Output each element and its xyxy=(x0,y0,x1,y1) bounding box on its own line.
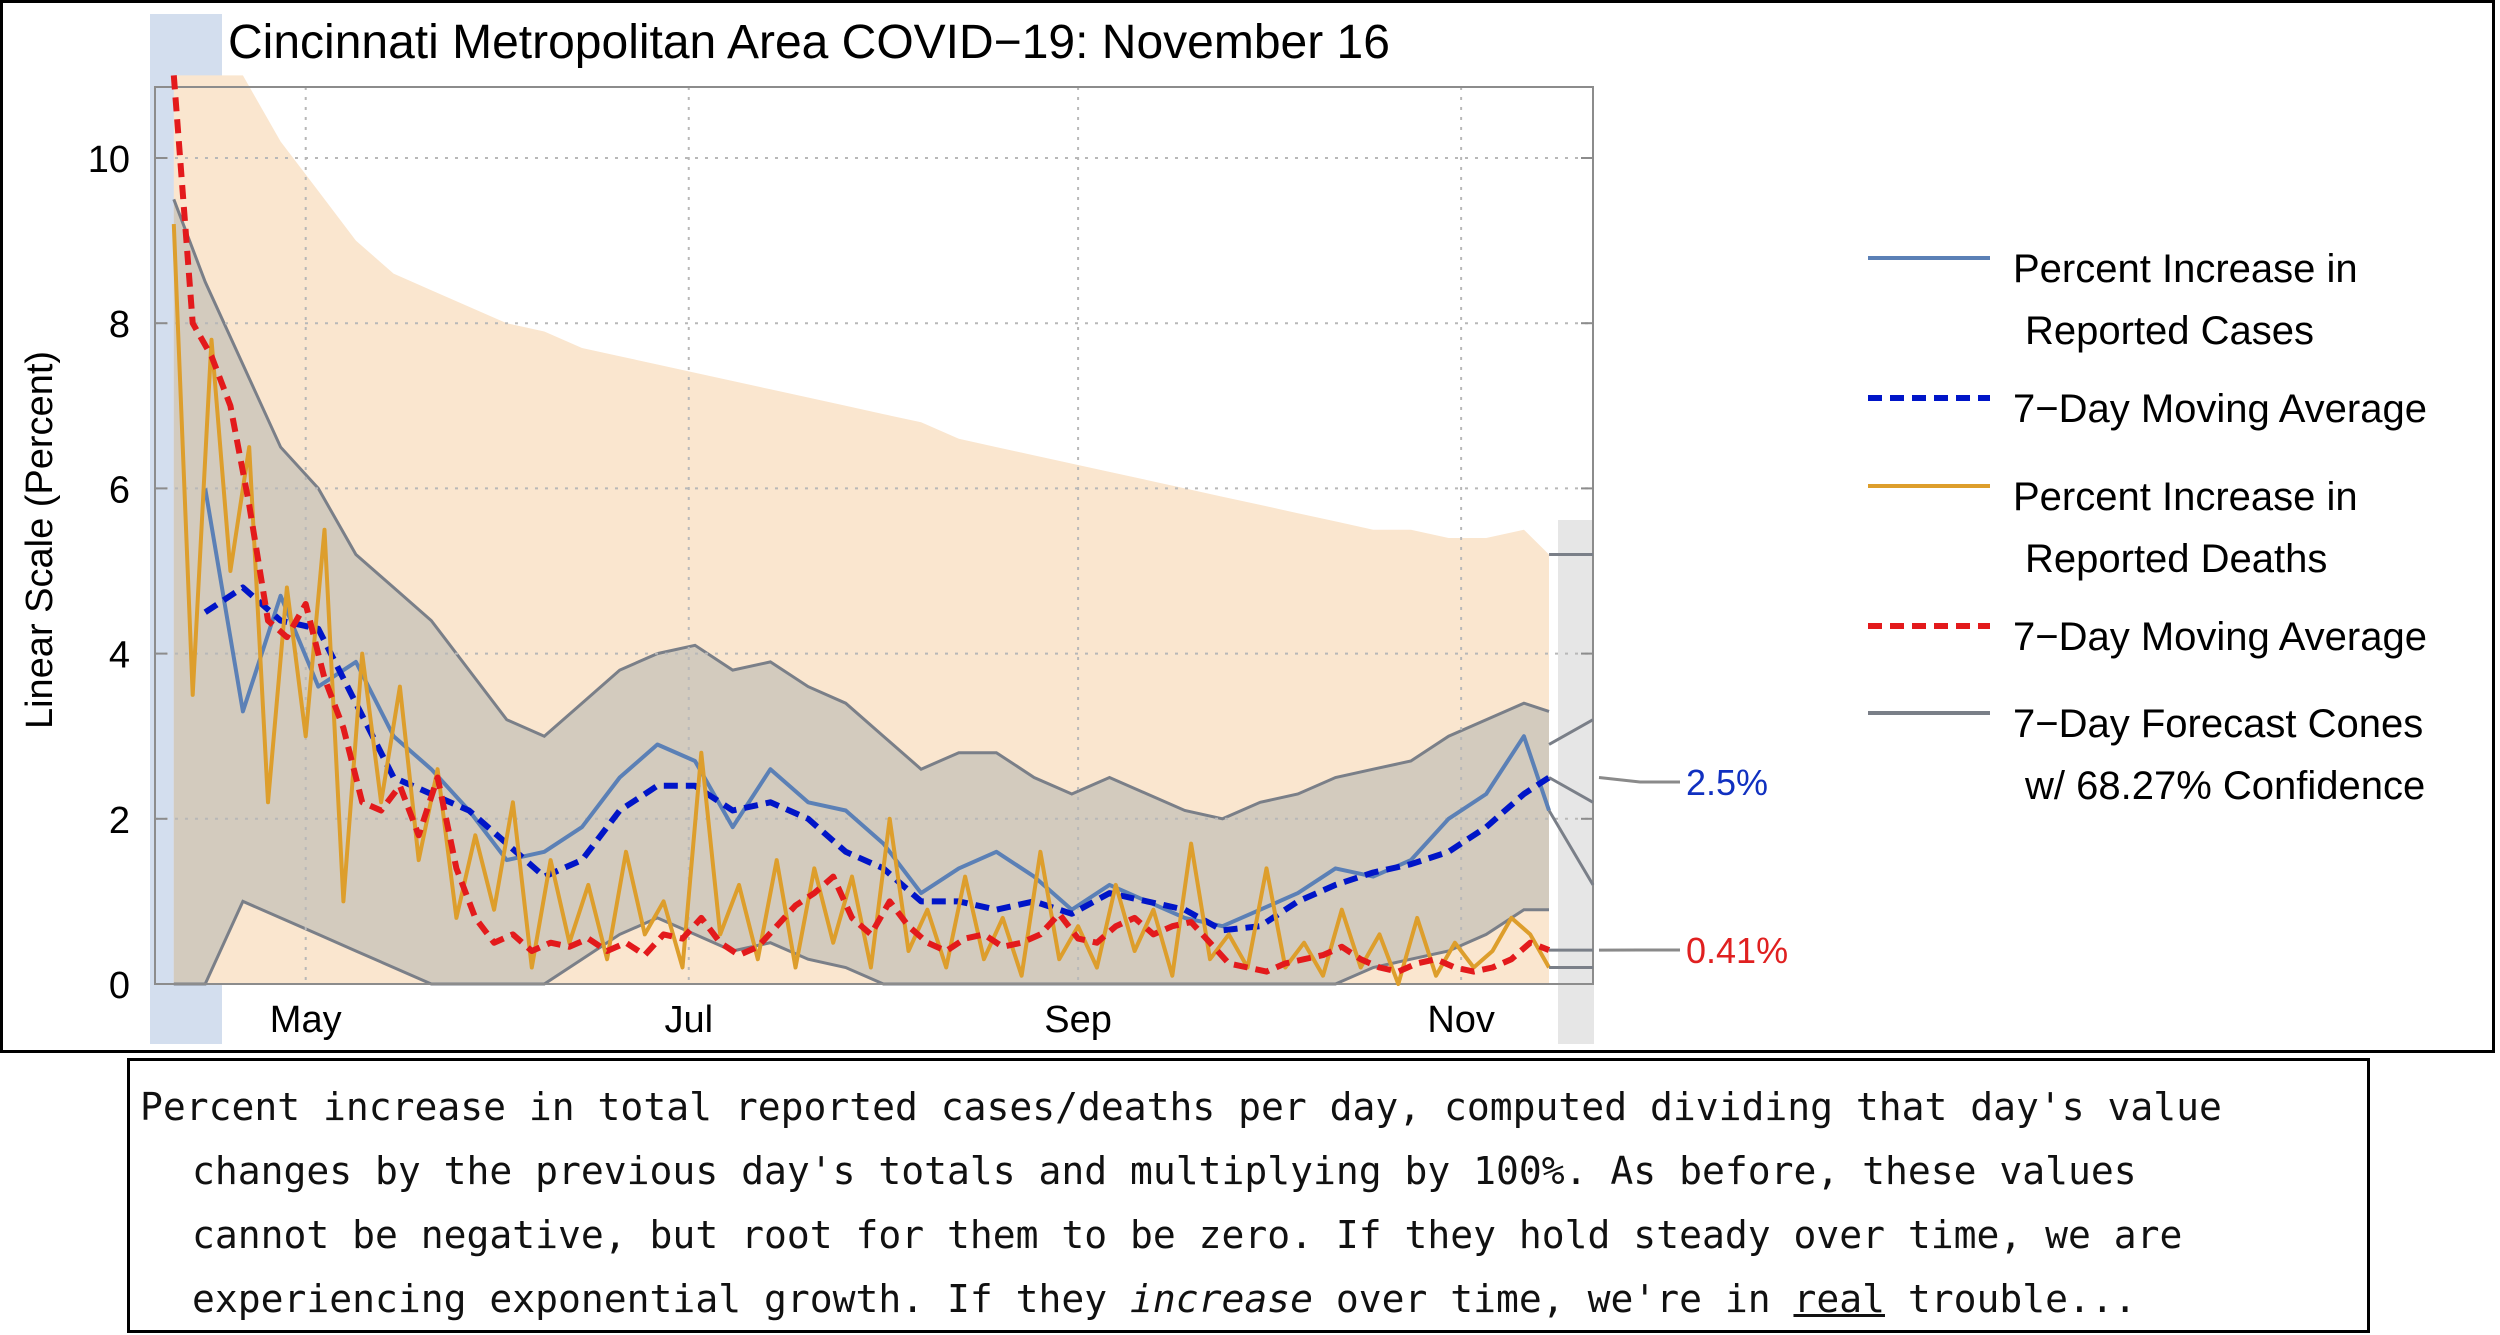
series-line-3 xyxy=(170,75,1551,975)
legend: Percent Increase in Reported Cases 7−Day M… xyxy=(1868,247,2427,808)
legend-label: 7−Day Moving Average xyxy=(2013,387,2427,431)
x-tick-label: Jul xyxy=(664,999,713,1041)
y-tick-label: 2 xyxy=(109,800,130,842)
caption-emphasis: increase xyxy=(1130,1277,1314,1321)
legend-label: Reported Cases xyxy=(2025,309,2314,353)
caption-line-1: Percent increase in total reported cases… xyxy=(140,1085,2222,1129)
caption-box: Percent increase in total reported cases… xyxy=(127,1058,2370,1333)
end-label-leader xyxy=(1598,776,1680,784)
legend-label: Percent Increase in xyxy=(2013,247,2358,291)
band-cases-upper-edge xyxy=(172,198,1550,821)
chart-frame xyxy=(0,0,2495,1053)
x-tick-label: Nov xyxy=(1427,999,1495,1041)
series-line-0 xyxy=(203,488,1551,929)
end-labels: 2.5% 0.41% xyxy=(1598,762,1788,971)
series-line-2 xyxy=(171,224,1551,986)
y-tick-label: 0 xyxy=(109,965,130,1007)
forecast-shade xyxy=(1558,520,1594,1044)
legend-label: 7−Day Forecast Cones xyxy=(2013,702,2423,746)
legend-label: w/ 68.27% Confidence xyxy=(2024,764,2425,808)
x-tick-label: May xyxy=(270,999,342,1041)
y-tick-label: 4 xyxy=(109,635,130,677)
chart-title: Cincinnati Metropolitan Area COVID−19: N… xyxy=(228,16,1390,69)
chart: 0 2 4 6 8 10 May Jul Sep Nov 2.5% 0.41% Cincinnati… xyxy=(19,14,2427,1044)
series-lines xyxy=(170,75,1595,986)
x-tick-label: Sep xyxy=(1044,999,1112,1041)
legend-label: Percent Increase in xyxy=(2013,475,2358,519)
caption-line-2: changes by the previous day's totals and… xyxy=(192,1149,2137,1193)
legend-label: Reported Deaths xyxy=(2025,537,2327,581)
legend-label: 7−Day Moving Average xyxy=(2013,615,2427,659)
forecast-cone-0-mid xyxy=(1548,776,1594,804)
end-label: 2.5% xyxy=(1686,762,1768,803)
forecast-cone-0-upper xyxy=(1548,718,1594,746)
end-label: 0.41% xyxy=(1686,930,1788,971)
caption-line-4b: over time, we're in xyxy=(1313,1277,1794,1321)
y-tick-label: 6 xyxy=(109,469,130,511)
caption-text: Percent increase in total reported cases… xyxy=(140,1075,2351,1331)
caption-line-4c: trouble... xyxy=(1884,1277,2137,1321)
caption-line-3: cannot be negative, but root for them to… xyxy=(192,1213,2183,1257)
confidence-bands xyxy=(150,14,1594,1044)
band-cases xyxy=(173,199,1549,985)
plot-frame xyxy=(154,86,1594,985)
y-tick-label: 10 xyxy=(88,139,130,181)
caption-underline: real xyxy=(1793,1277,1885,1321)
y-tick-label: 8 xyxy=(109,304,130,346)
forecast-cone-0-lower xyxy=(1547,809,1595,886)
axis-ticks: 0 2 4 6 8 10 May Jul Sep Nov xyxy=(88,139,1593,1041)
caption-line-4a: experiencing exponential growth. If they xyxy=(192,1277,1130,1321)
y-axis-label: Linear Scale (Percent) xyxy=(19,351,61,729)
